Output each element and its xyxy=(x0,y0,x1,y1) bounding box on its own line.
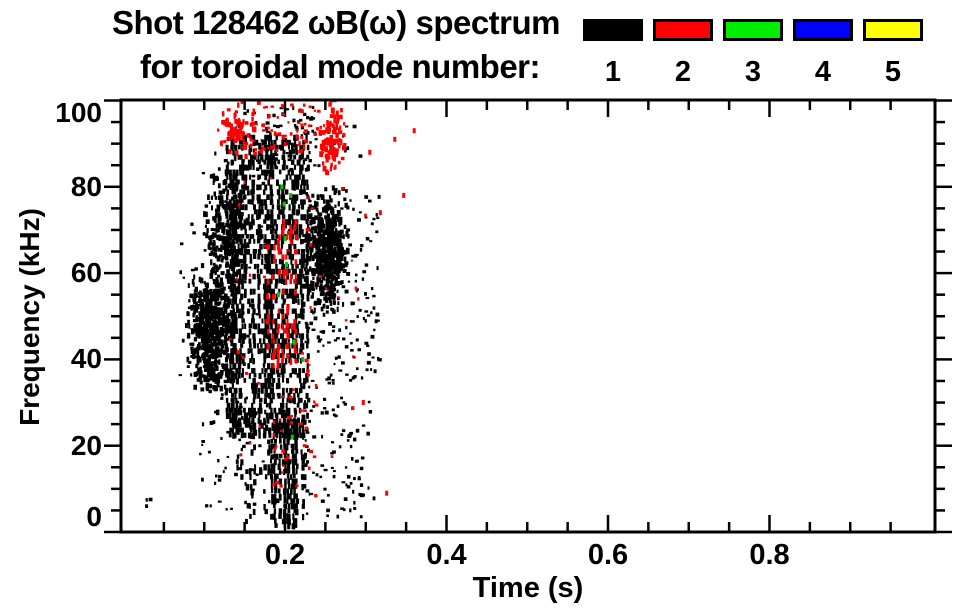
legend-label-mode-2: 2 xyxy=(674,56,692,88)
y-tick-label-60: 60 xyxy=(70,257,102,289)
x-tick-label-0.6: 0.6 xyxy=(587,539,629,571)
x-tick-label-0.8: 0.8 xyxy=(749,539,790,571)
y-tick-label-20: 20 xyxy=(70,429,102,461)
y-axis-title: Frequency (kHz) xyxy=(14,208,45,426)
legend-label-mode-5: 5 xyxy=(884,56,902,88)
legend-swatch-mode-5 xyxy=(863,19,923,41)
x-axis-title: Time (s) xyxy=(472,572,584,604)
x-tick-label-0.2: 0.2 xyxy=(264,539,306,571)
legend-swatch-mode-4 xyxy=(793,19,853,41)
legend-label-mode-4: 4 xyxy=(814,56,832,88)
chart-title: Shot 128462 ωB(ω) spectrum xyxy=(111,4,561,41)
legend-swatch-mode-3 xyxy=(723,19,783,41)
legend-label-mode-3: 3 xyxy=(744,56,762,88)
y-tick-label-40: 40 xyxy=(70,343,102,375)
y-tick-label-80: 80 xyxy=(70,170,102,202)
legend-label-mode-1: 1 xyxy=(604,56,622,88)
legend-swatch-mode-1 xyxy=(583,19,643,41)
y-tick-label-0: 0 xyxy=(86,501,102,532)
y-tick-label-100: 100 xyxy=(55,97,102,128)
chart-subtitle: for toroidal mode number: xyxy=(140,48,541,85)
legend-swatch-mode-2 xyxy=(653,19,713,41)
x-tick-label-0.4: 0.4 xyxy=(426,539,467,571)
